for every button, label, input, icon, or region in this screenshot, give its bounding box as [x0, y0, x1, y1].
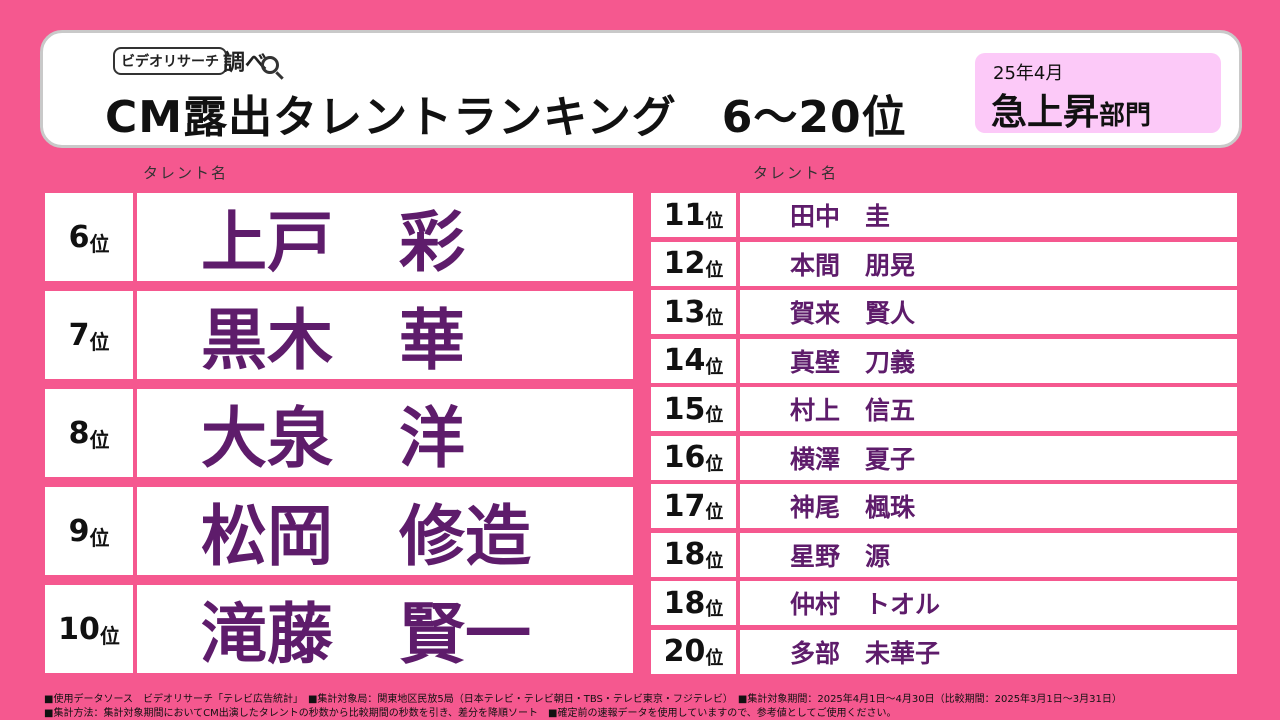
rank-cell: 17 位	[651, 484, 736, 528]
rank-suffix: 位	[705, 356, 724, 378]
rank-suffix: 位	[705, 550, 724, 572]
rank-number: 14	[663, 343, 706, 378]
category-badge: 25年4月 急上昇部門	[975, 53, 1221, 133]
rank-cell: 13 位	[651, 290, 736, 334]
talent-name: 村上 信五	[740, 387, 1237, 431]
category-label: 急上昇部門	[991, 83, 1151, 135]
rank-cell: 10 位	[45, 585, 133, 673]
rank-suffix: 位	[89, 427, 110, 452]
rank-suffix: 位	[89, 329, 110, 354]
category-main: 急上昇	[991, 92, 1100, 133]
rank-cell: 11 位	[651, 193, 736, 237]
rank-cell: 15 位	[651, 387, 736, 431]
talent-name: 上戸 彩	[137, 193, 633, 281]
rank-cell: 18 位	[651, 532, 736, 577]
rank-number: 16	[663, 440, 706, 475]
rank-suffix: 位	[705, 599, 724, 620]
talent-name: 滝藤 賢一	[137, 585, 633, 673]
rank-suffix: 位	[705, 647, 724, 669]
rank-number: 11	[663, 197, 706, 233]
footnote-source: ■使用データソース ビデオリサーチ「テレビ広告統計」 ■集計対象局：関東地区民放…	[44, 694, 1122, 705]
rank-number: 8	[68, 415, 90, 451]
rank-suffix: 位	[705, 211, 724, 232]
rank-suffix: 位	[705, 259, 724, 281]
talent-name: 真壁 刀義	[740, 338, 1237, 383]
logo-mark: 調べ	[223, 51, 268, 76]
title-banner: ビデオリサーチ 調べ CM露出タレントランキング 6～20位 25年4月 急上昇…	[40, 30, 1242, 148]
talent-name: 神尾 楓珠	[740, 484, 1237, 528]
footnote-method: ■集計方法：集計対象期間においてCM出演したタレントの秒数から比較期間の秒数を引…	[44, 708, 897, 719]
rank-suffix: 位	[99, 623, 120, 648]
talent-name: 本間 朋晃	[740, 241, 1237, 286]
category-sub: 部門	[1099, 101, 1152, 131]
rank-suffix: 位	[705, 453, 724, 475]
rank-number: 9	[68, 513, 90, 549]
talent-name: 賀来 賢人	[740, 290, 1237, 334]
talent-name: 大泉 洋	[137, 389, 633, 477]
talent-name: 松岡 修造	[137, 487, 633, 575]
page-title: CM露出タレントランキング 6～20位	[105, 92, 907, 143]
rank-suffix: 位	[89, 231, 110, 256]
rank-suffix: 位	[705, 405, 724, 426]
logo-text: ビデオリサーチ	[113, 47, 227, 75]
rank-number: 20	[663, 634, 706, 669]
rank-number: 10	[58, 611, 100, 647]
rank-cell: 16 位	[651, 435, 736, 480]
magnifier-icon	[261, 56, 280, 74]
period-label: 25年4月	[993, 63, 1064, 84]
talent-name: 横澤 夏子	[740, 435, 1237, 480]
talent-name: 星野 源	[740, 532, 1237, 577]
video-research-logo: ビデオリサーチ 調べ	[113, 45, 280, 77]
talent-name: 仲村 トオル	[740, 581, 1237, 625]
rank-number: 15	[663, 391, 706, 427]
rank-cell: 18 位	[651, 581, 736, 625]
rank-suffix: 位	[705, 308, 724, 329]
talent-name: 田中 圭	[740, 193, 1237, 237]
rank-cell: 12 位	[651, 241, 736, 286]
rank-suffix: 位	[89, 525, 110, 550]
rank-suffix: 位	[705, 502, 724, 523]
rank-number: 6	[68, 219, 90, 255]
talent-name: 多部 未華子	[740, 629, 1237, 674]
rank-number: 7	[68, 317, 90, 353]
rank-number: 17	[663, 488, 706, 524]
rank-cell: 20 位	[651, 629, 736, 674]
talent-name: 黒木 華	[137, 291, 633, 379]
rank-number: 18	[663, 537, 706, 572]
rank-number: 12	[663, 246, 706, 281]
rank-cell: 14 位	[651, 338, 736, 383]
rank-number: 18	[663, 585, 706, 621]
left-column-header: タレント名	[143, 164, 229, 182]
right-column-header: タレント名	[753, 164, 839, 182]
rank-number: 13	[663, 294, 706, 330]
